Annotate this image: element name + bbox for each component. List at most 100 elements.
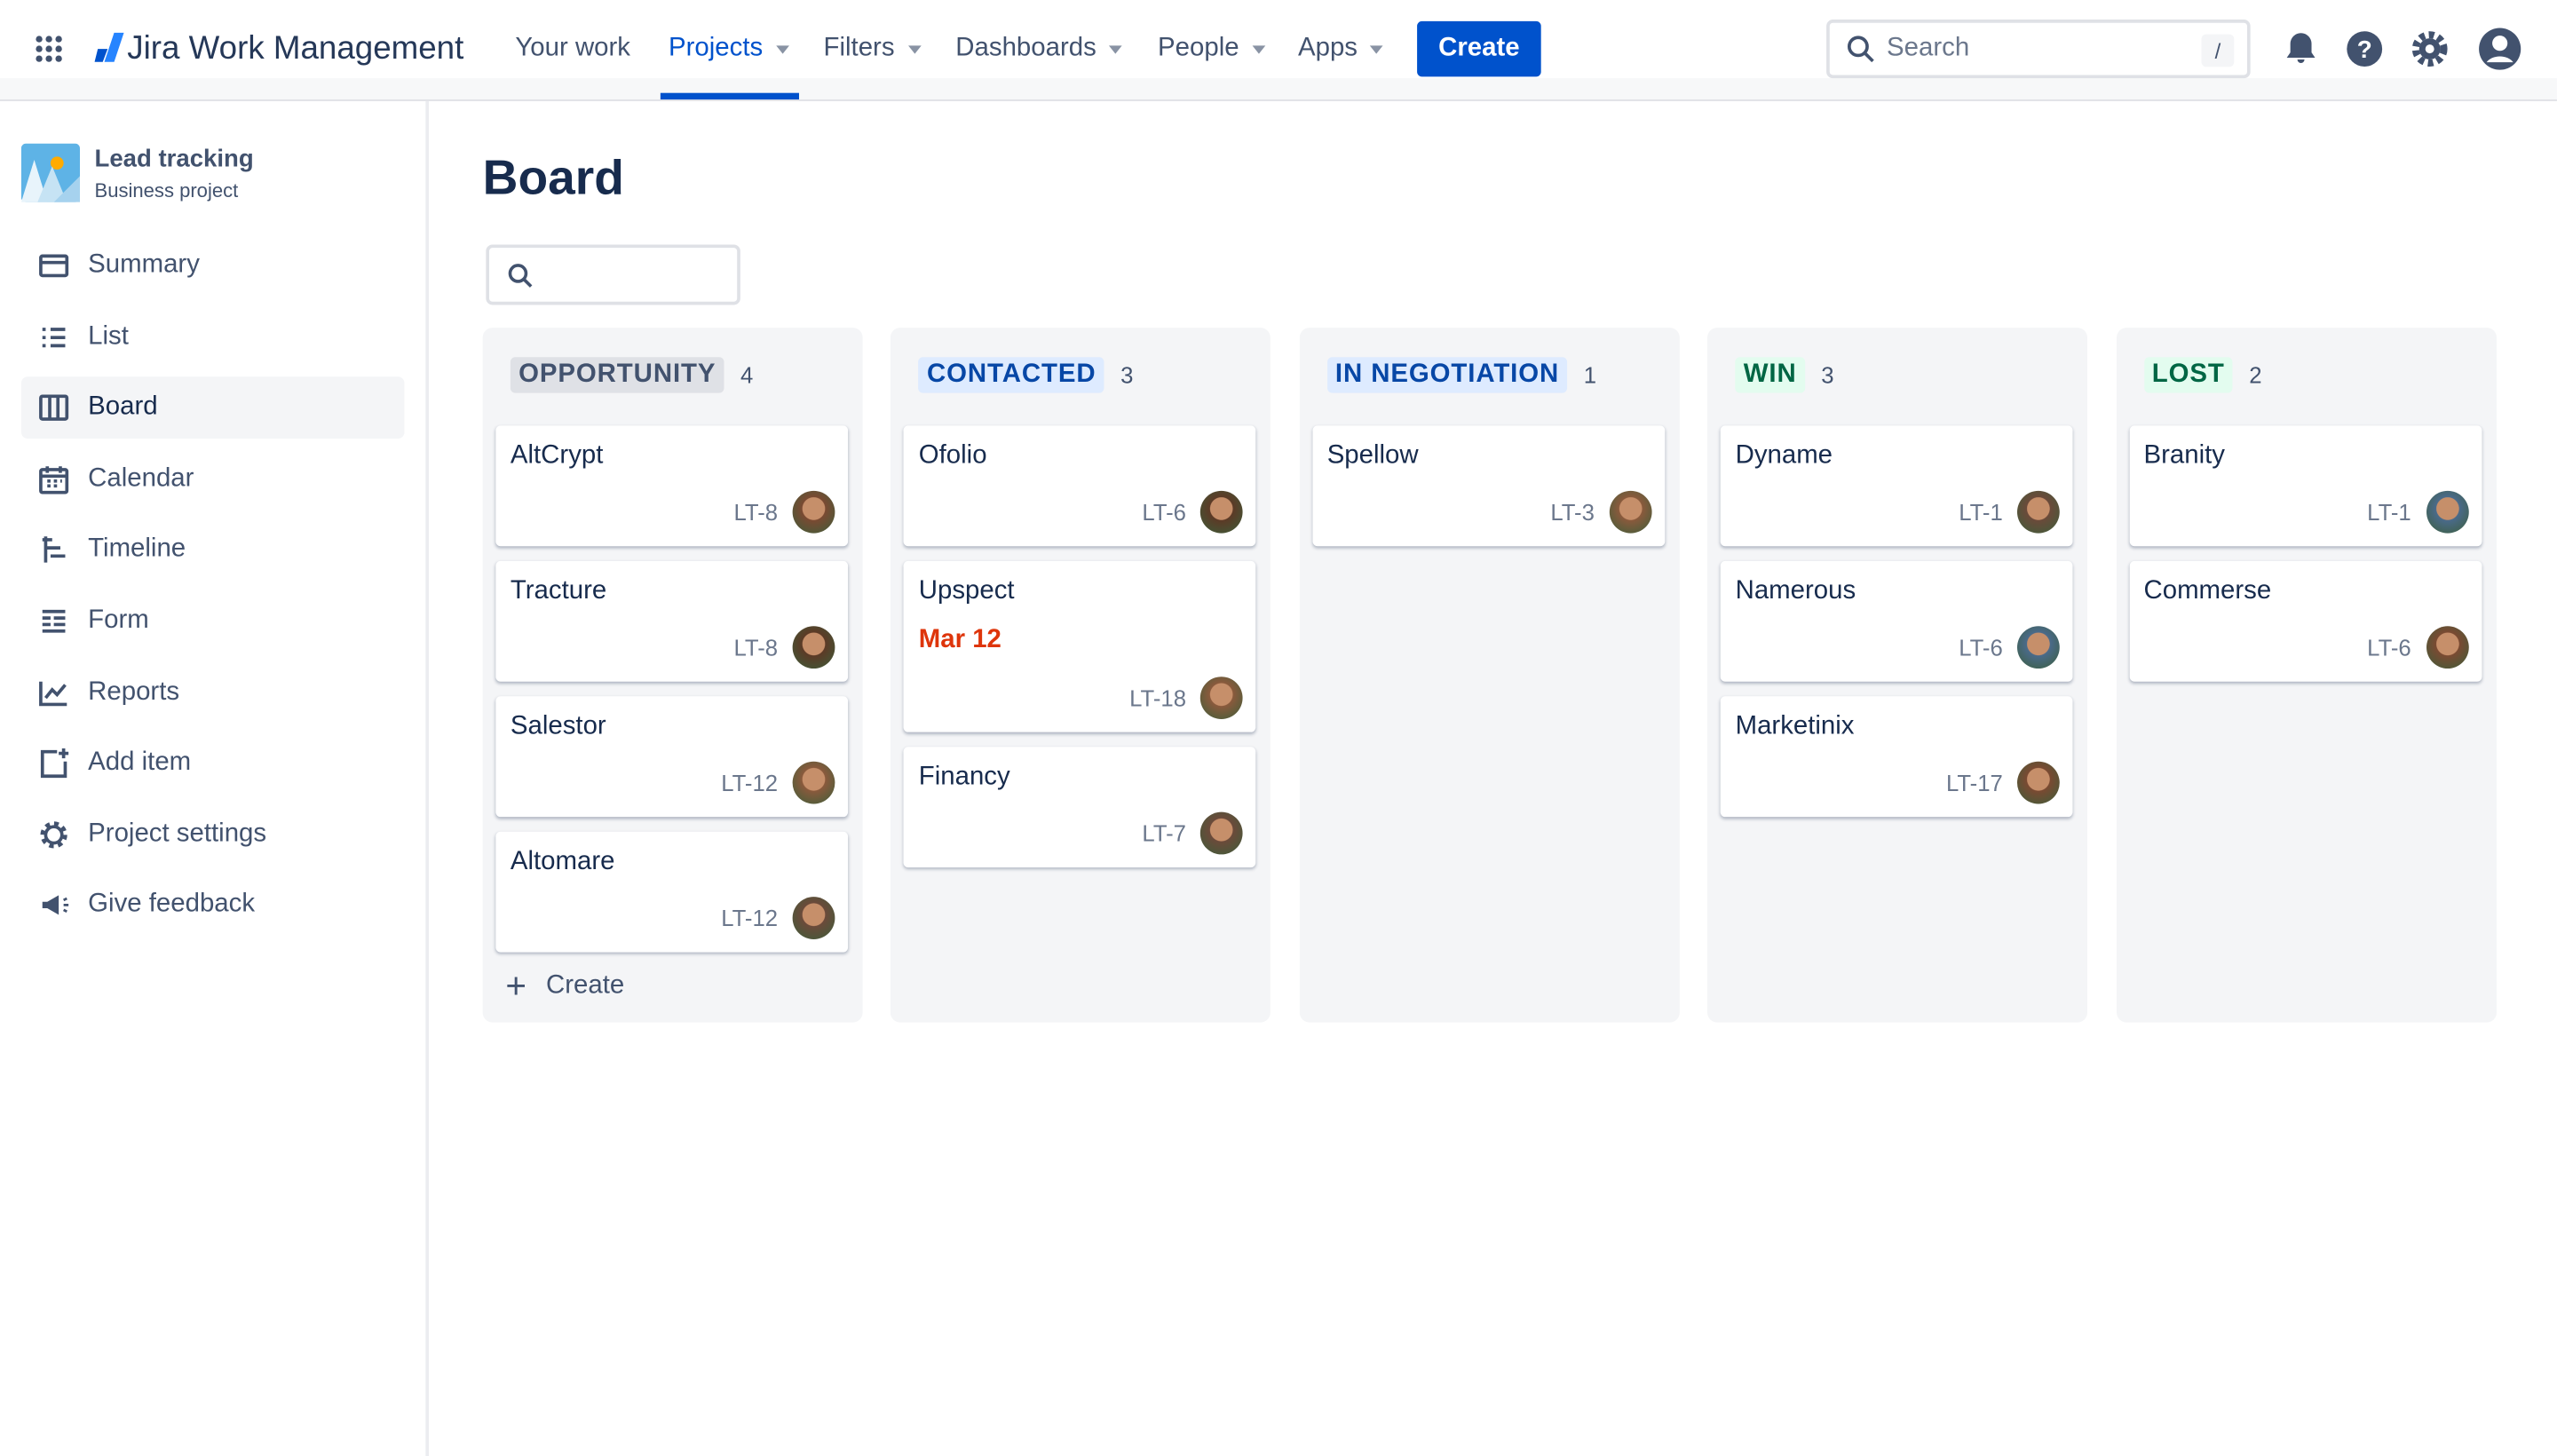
- avatar[interactable]: [2426, 490, 2469, 534]
- card-footer: LT-12: [721, 897, 835, 939]
- search-shortcut: /: [2201, 34, 2235, 67]
- board-card[interactable]: Dyname LT-1: [1721, 425, 2073, 547]
- card-title: Commerse: [2143, 577, 2272, 605]
- sidebar-item-reports[interactable]: Reports: [21, 661, 405, 724]
- board-search-input[interactable]: [486, 244, 740, 305]
- form-icon: [37, 605, 70, 637]
- sidebar-item-label: Timeline: [88, 535, 186, 564]
- nav-apps[interactable]: Apps: [1298, 20, 1384, 78]
- card-key[interactable]: LT-17: [1945, 769, 2003, 796]
- sidebar-item-form[interactable]: Form: [21, 590, 405, 653]
- create-card-button[interactable]: + Create: [505, 965, 625, 1007]
- avatar[interactable]: [2017, 626, 2061, 669]
- board-card[interactable]: Salestor LT-12: [495, 696, 849, 818]
- sidebar-item-summary[interactable]: Summary: [21, 234, 405, 297]
- chevron-down-icon: [775, 44, 789, 53]
- search-icon: [508, 264, 533, 288]
- card-key[interactable]: LT-8: [733, 499, 779, 526]
- sidebar-item-label: List: [88, 321, 129, 351]
- board-card[interactable]: AltCrypt LT-8: [495, 425, 849, 547]
- board-card[interactable]: Altomare LT-12: [495, 831, 849, 953]
- nav-filters[interactable]: Filters: [824, 20, 921, 78]
- avatar[interactable]: [1200, 490, 1244, 534]
- sidebar-item-project-settings[interactable]: Project settings: [21, 803, 405, 866]
- avatar[interactable]: [792, 490, 835, 534]
- card-title: Ofolio: [918, 441, 987, 470]
- plus-icon: +: [505, 965, 526, 1007]
- card-key[interactable]: LT-18: [1129, 684, 1186, 711]
- project-header[interactable]: Lead tracking Business project: [20, 143, 254, 202]
- avatar[interactable]: [792, 626, 835, 669]
- board-card[interactable]: Spellow LT-3: [1312, 425, 1665, 547]
- bell-icon[interactable]: [2280, 28, 2323, 70]
- column-lost: LOST 2 Branity LT-1 Commerse LT-6: [2116, 328, 2497, 1023]
- column-count: 3: [1821, 361, 1834, 389]
- product-name: Jira Work Management: [127, 29, 464, 67]
- nav-dashboards[interactable]: Dashboards: [955, 20, 1123, 78]
- board-card[interactable]: Marketinix LT-17: [1721, 696, 2073, 818]
- nav-projects[interactable]: Projects: [669, 20, 789, 78]
- card-title: Marketinix: [1735, 712, 1855, 740]
- gear-icon[interactable]: [2409, 28, 2451, 70]
- card-footer: LT-3: [1550, 490, 1652, 534]
- list-icon: [37, 320, 70, 353]
- card-key[interactable]: LT-3: [1550, 499, 1595, 526]
- board-card[interactable]: Commerse LT-6: [2128, 560, 2482, 682]
- board-card[interactable]: Ofolio LT-6: [904, 425, 1256, 547]
- chevron-down-icon: [907, 44, 921, 53]
- card-key[interactable]: LT-12: [721, 769, 779, 796]
- project-name: Lead tracking: [94, 145, 254, 173]
- board-card[interactable]: Namerous LT-6: [1721, 560, 2073, 682]
- create-button[interactable]: Create: [1417, 20, 1541, 77]
- board-icon: [37, 392, 70, 424]
- sidebar-item-give-feedback[interactable]: Give feedback: [21, 874, 405, 937]
- sidebar-item-timeline[interactable]: Timeline: [21, 519, 405, 582]
- card-footer: LT-1: [1959, 490, 2061, 534]
- sidebar-item-calendar[interactable]: Calendar: [21, 448, 405, 510]
- product-logo[interactable]: Jira Work Management: [94, 20, 464, 78]
- nav-people[interactable]: People: [1158, 20, 1265, 78]
- sidebar-item-add-item[interactable]: Add item: [21, 732, 405, 795]
- card-key[interactable]: LT-1: [2367, 499, 2411, 526]
- sidebar-item-board[interactable]: Board: [20, 376, 405, 439]
- column-count: 3: [1120, 361, 1134, 389]
- avatar[interactable]: [1609, 490, 1652, 534]
- sidebar-item-label: Project settings: [88, 819, 267, 848]
- avatar[interactable]: [2017, 761, 2061, 804]
- column-count: 2: [2249, 361, 2262, 389]
- app-switcher-icon[interactable]: [35, 35, 64, 64]
- chevron-down-icon: [1252, 44, 1265, 53]
- avatar[interactable]: [792, 897, 835, 939]
- timeline-icon: [37, 534, 70, 566]
- sidebar-item-label: Give feedback: [88, 890, 256, 919]
- column-header: CONTACTED 3: [918, 357, 1134, 393]
- help-icon[interactable]: ?: [2343, 28, 2386, 70]
- profile-icon[interactable]: [2477, 26, 2522, 71]
- sidebar-item-label: Reports: [88, 677, 180, 706]
- board-card[interactable]: Tracture LT-8: [495, 560, 849, 682]
- card-key[interactable]: LT-7: [1142, 819, 1186, 847]
- top-navigation: Jira Work Management Your work Projects Fi…: [0, 0, 2557, 101]
- card-title: Spellow: [1326, 441, 1419, 470]
- card-key[interactable]: LT-6: [2367, 634, 2411, 661]
- board-card[interactable]: Upspect Mar 12 LT-18: [904, 560, 1256, 732]
- card-key[interactable]: LT-12: [721, 905, 779, 931]
- column-status-lozenge: IN NEGOTIATION: [1326, 357, 1568, 393]
- board-card[interactable]: Branity LT-1: [2128, 425, 2482, 547]
- avatar[interactable]: [2017, 490, 2061, 534]
- avatar[interactable]: [2426, 626, 2469, 669]
- card-title: Salestor: [510, 712, 606, 740]
- column-header: WIN 3: [1735, 357, 1834, 393]
- megaphone-icon: [37, 890, 70, 922]
- nav-your-work[interactable]: Your work: [515, 34, 630, 62]
- card-key[interactable]: LT-1: [1959, 499, 2003, 526]
- card-key[interactable]: LT-6: [1142, 499, 1186, 526]
- search-input[interactable]: Search /: [1826, 20, 2251, 79]
- board-card[interactable]: Financy LT-7: [904, 747, 1256, 868]
- card-key[interactable]: LT-6: [1959, 634, 2003, 661]
- card-key[interactable]: LT-8: [733, 634, 779, 661]
- avatar[interactable]: [1200, 811, 1244, 855]
- sidebar-item-list[interactable]: List: [21, 306, 405, 368]
- avatar[interactable]: [1200, 677, 1244, 719]
- avatar[interactable]: [792, 761, 835, 804]
